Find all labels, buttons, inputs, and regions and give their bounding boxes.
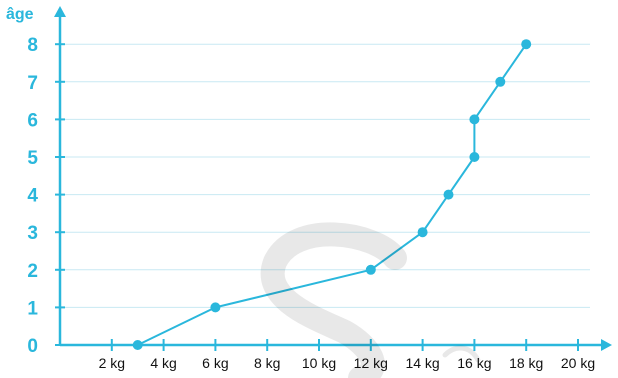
x-tick-label-8: 8 kg — [254, 355, 280, 371]
axes — [54, 6, 612, 351]
x-tick-label-10: 10 kg — [302, 355, 336, 371]
y-tick-label-4: 4 — [27, 186, 38, 207]
tick-labels: 0 1 2 3 4 5 6 7 8 2 kg 4 kg 6 kg 8 kg 10 kg 12 kg 14 kg… — [27, 35, 595, 371]
data-point-4 — [443, 189, 454, 200]
data-point-2 — [365, 264, 376, 275]
data-point-1 — [210, 302, 221, 313]
data-point-3 — [417, 227, 428, 238]
x-tick-label-16: 16 kg — [457, 355, 491, 371]
data-point-5 — [469, 152, 480, 162]
y-tick-label-7: 7 — [27, 73, 38, 94]
data-points — [132, 39, 532, 350]
y-tick-label-8: 8 — [27, 35, 38, 56]
x-tick-label-20: 20 kg — [561, 355, 595, 371]
x-tick-label-12: 12 kg — [354, 355, 388, 371]
gridlines — [60, 43, 590, 308]
data-point-6 — [469, 114, 480, 125]
y-tick-label-1: 1 — [27, 298, 38, 319]
y-tick-label-5: 5 — [27, 148, 38, 169]
x-tick-label-18: 18 kg — [509, 355, 543, 371]
data-point-7 — [495, 76, 506, 87]
y-tick-label-2: 2 — [27, 261, 38, 282]
x-tick-label-14: 14 kg — [405, 355, 439, 371]
y-axis-arrow-icon — [54, 6, 66, 17]
y-tick-label-3: 3 — [27, 223, 38, 244]
watermark-logo — [260, 222, 481, 378]
x-axis-arrow-icon — [601, 339, 612, 351]
y-tick-label-6: 6 — [27, 110, 38, 131]
data-point-0 — [132, 340, 143, 350]
x-tick-label-6: 6 kg — [202, 355, 228, 371]
data-point-8 — [521, 39, 532, 50]
x-tick-label-4: 4 kg — [150, 355, 176, 371]
y-tick-label-0: 0 — [27, 336, 38, 357]
x-tick-label-2: 2 kg — [99, 355, 125, 371]
y-axis-title: âge — [6, 6, 34, 23]
